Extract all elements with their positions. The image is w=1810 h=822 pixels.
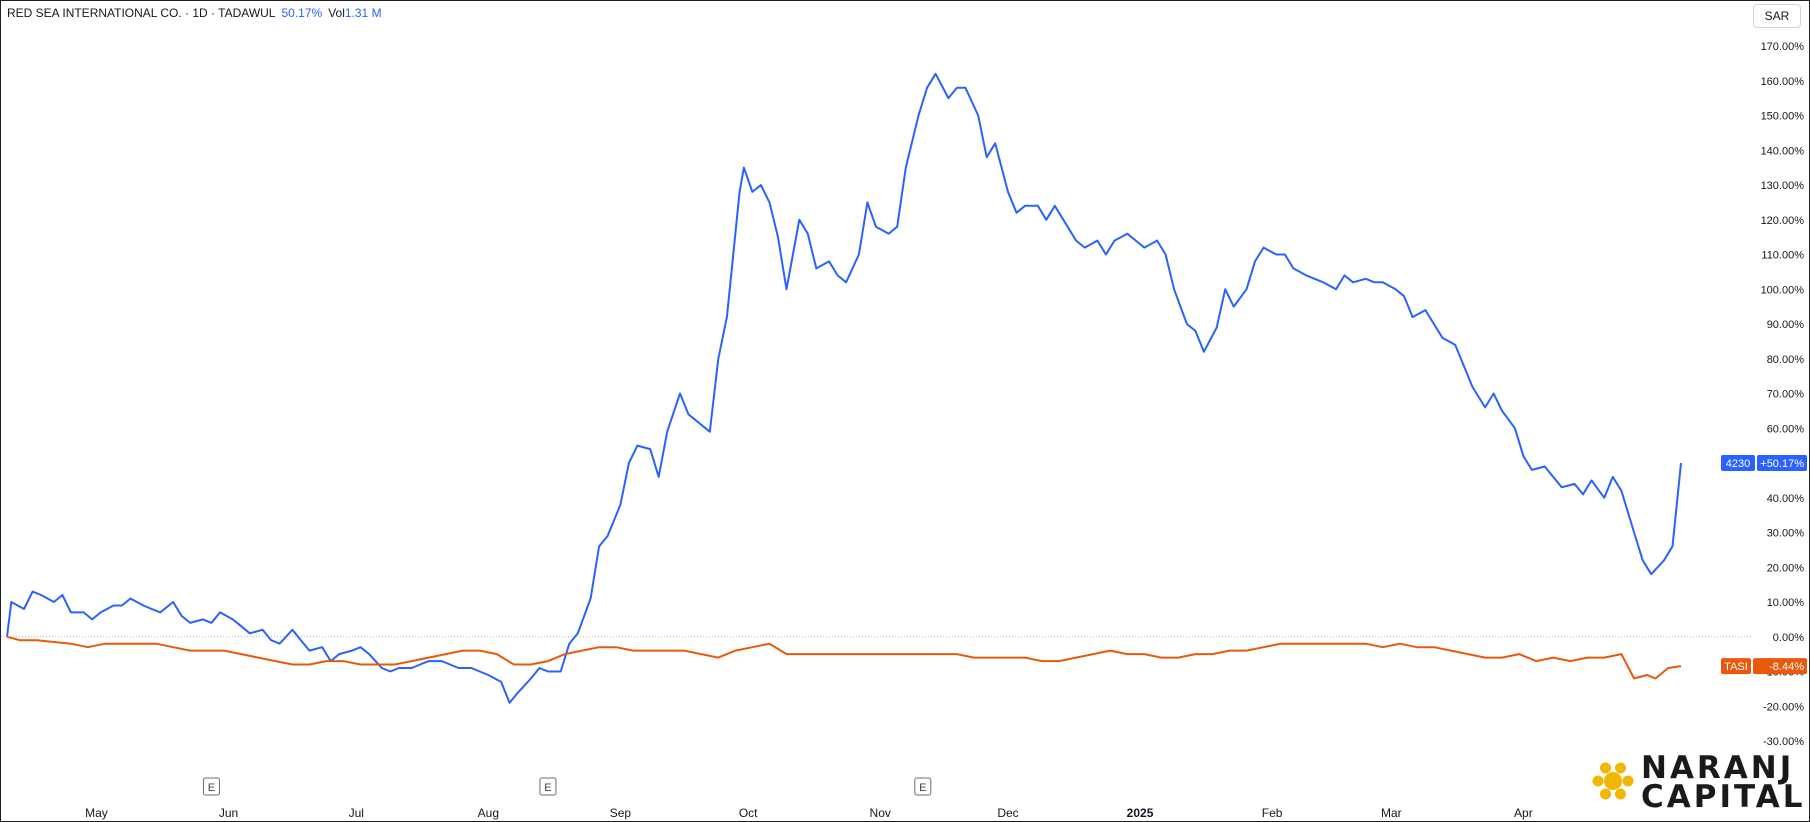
- change-percent: 50.17%: [281, 6, 323, 20]
- y-tick-label: 150.00%: [1761, 111, 1805, 123]
- earnings-marker-label: E: [919, 782, 926, 794]
- y-tick-label: 90.00%: [1767, 319, 1805, 331]
- series-value-badge-label: +50.17%: [1760, 458, 1804, 470]
- earnings-marker[interactable]: [914, 777, 932, 796]
- logo-petal-icon: [1600, 788, 1611, 800]
- logo-petal-icon: [1622, 775, 1634, 787]
- y-tick-label: 160.00%: [1761, 76, 1805, 88]
- y-tick-label: -30.00%: [1763, 736, 1804, 748]
- series-line-tasi[interactable]: [6, 635, 1682, 680]
- series-symbol-badge: [1721, 658, 1751, 675]
- y-tick-label: 130.00%: [1761, 180, 1805, 192]
- logo-petal-icon: [1615, 788, 1626, 800]
- x-axis-label: Feb: [1262, 806, 1283, 820]
- y-tick-label: 110.00%: [1761, 250, 1804, 262]
- x-axis-label: 2025: [1127, 806, 1154, 820]
- y-tick-label: 120.00%: [1761, 215, 1805, 227]
- logo-petal-icon: [1600, 762, 1611, 774]
- x-axis-label: Apr: [1514, 806, 1533, 820]
- chart-legend-header: RED SEA INTERNATIONAL CO. · 1D · TADAWUL…: [7, 6, 382, 20]
- volume-label: Vol: [328, 6, 345, 20]
- logo-line-2: CAPITAL: [1641, 779, 1805, 815]
- y-tick-label: 40.00%: [1767, 493, 1805, 505]
- series-symbol-badge-label: 4230: [1726, 458, 1750, 470]
- y-tick-label: 60.00%: [1767, 423, 1805, 435]
- y-tick-label: 30.00%: [1767, 528, 1805, 540]
- x-axis-label: Dec: [997, 806, 1018, 820]
- logo-petal-icon: [1592, 775, 1604, 787]
- series-symbol-badge-label: TASI: [1724, 661, 1748, 673]
- logo-sun-icon: [1604, 772, 1622, 790]
- x-axis-label: Nov: [870, 806, 891, 820]
- series-value-badge: [1757, 455, 1807, 471]
- y-tick-label: 70.00%: [1767, 389, 1805, 401]
- logo-line-1: NARANJ: [1641, 750, 1794, 786]
- y-tick-label: 80.00%: [1767, 354, 1805, 366]
- x-axis-label: Jul: [349, 806, 364, 820]
- y-tick-label: 20.00%: [1767, 562, 1805, 574]
- currency-button[interactable]: SAR: [1753, 4, 1801, 28]
- series-line-4230[interactable]: [6, 72, 1682, 704]
- x-axis-label: May: [85, 806, 108, 820]
- series-value-badge-label: -8.44%: [1769, 661, 1804, 673]
- y-tick-label: -20.00%: [1763, 701, 1804, 713]
- volume-value: 1.31 M: [344, 6, 382, 20]
- logo-petal-icon: [1615, 762, 1626, 774]
- y-tick-label: 0.00%: [1773, 632, 1804, 644]
- x-axis-label: Mar: [1381, 806, 1402, 820]
- y-tick-label: 140.00%: [1761, 145, 1805, 157]
- series-symbol-badge: [1721, 455, 1755, 471]
- y-tick-label: 170.00%: [1761, 41, 1805, 53]
- x-axis-label: Sep: [610, 806, 632, 820]
- earnings-marker-label: E: [544, 782, 551, 794]
- y-tick-label: 10.00%: [1767, 597, 1805, 609]
- x-axis-label: Jun: [219, 806, 238, 820]
- symbol-title[interactable]: RED SEA INTERNATIONAL CO. · 1D · TADAWUL: [7, 6, 276, 20]
- earnings-marker[interactable]: [539, 777, 557, 796]
- y-tick-label: 100.00%: [1761, 284, 1805, 296]
- x-axis-label: Oct: [739, 806, 758, 820]
- series-value-badge: [1753, 658, 1807, 675]
- earnings-marker[interactable]: [202, 777, 220, 796]
- x-axis-label: Aug: [478, 806, 499, 820]
- earnings-marker-label: E: [208, 782, 215, 794]
